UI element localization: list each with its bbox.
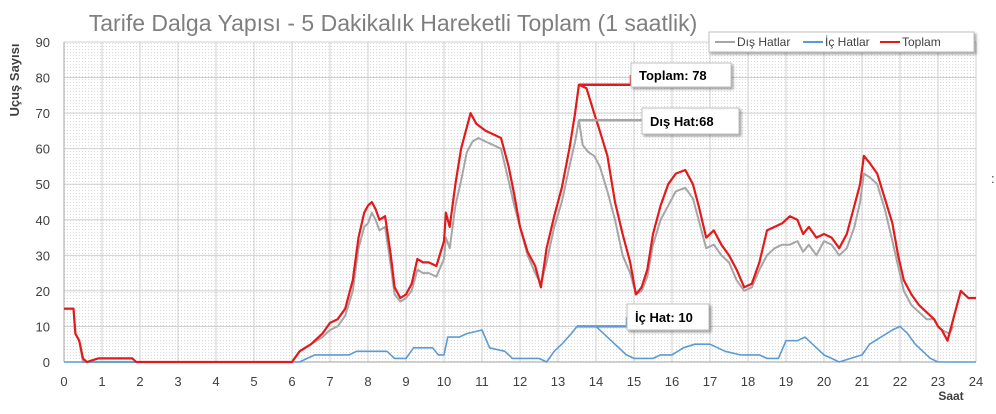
edge-marker: :	[991, 171, 995, 186]
annotation-label: İç Hat: 10	[635, 310, 693, 325]
y-tick-label: 0	[43, 355, 50, 370]
y-tick-label: 80	[36, 71, 50, 86]
x-tick-label: 2	[136, 374, 143, 389]
y-tick-label: 30	[36, 248, 50, 263]
x-tick-label: 16	[665, 374, 679, 389]
x-tick-label: 15	[627, 374, 641, 389]
x-tick-label: 9	[402, 374, 409, 389]
annotation-label: Toplam: 78	[639, 68, 707, 83]
y-tick-label: 60	[36, 142, 50, 157]
x-tick-label: 23	[931, 374, 945, 389]
x-tick-label: 3	[174, 374, 181, 389]
x-axis-label: Saat	[938, 389, 963, 403]
x-tick-label: 1	[98, 374, 105, 389]
x-tick-label: 18	[741, 374, 755, 389]
chart-title: Tarife Dalga Yapısı - 5 Dakikalık Hareke…	[89, 10, 697, 36]
series-layer	[64, 83, 976, 364]
y-tick-label: 20	[36, 284, 50, 299]
x-tick-label: 12	[513, 374, 527, 389]
y-tick-label: 50	[36, 177, 50, 192]
annotation-label: Dış Hat:68	[650, 114, 714, 129]
annotation-box	[641, 107, 740, 135]
y-axis-label: Uçuş Sayısı	[7, 44, 22, 117]
x-tick-label: 4	[212, 374, 219, 389]
annotation-box	[626, 303, 710, 331]
series-line-2	[64, 83, 976, 364]
legend-label: Dış Hatlar	[737, 35, 790, 49]
annotation-2: İç Hat: 10	[577, 303, 710, 331]
y-tick-labels: 0 10 20 30 40 50 60 70 80 90	[36, 35, 50, 370]
x-tick-label: 13	[551, 374, 565, 389]
annotation-leader	[578, 118, 644, 122]
y-tick-label: 10	[36, 319, 50, 334]
x-tick-labels: 0 1 2 3 4 5 6 7 8 9 10 11 12 13 14 15 16 17 18 19 20 21 22 23 24	[60, 374, 983, 389]
legend-label: Toplam	[902, 35, 941, 49]
x-tick-label: 19	[779, 374, 793, 389]
series-line-0	[64, 119, 955, 363]
annotation-box	[630, 62, 732, 88]
x-tick-label: 8	[364, 374, 371, 389]
annotations: Toplam: 78 Dış Hat:68 İç Hat: 10	[577, 62, 740, 331]
x-tick-label: 22	[893, 374, 907, 389]
legend: Dış Hatlar İç Hatlar Toplam	[708, 31, 975, 53]
legend-label: İç Hatlar	[825, 35, 870, 49]
y-tick-label: 40	[36, 213, 50, 228]
series-line-1	[64, 325, 976, 363]
x-tick-label: 6	[288, 374, 295, 389]
x-tick-label: 7	[326, 374, 333, 389]
annotation-0: Toplam: 78	[578, 62, 732, 88]
x-tick-label: 20	[817, 374, 831, 389]
x-tick-label: 10	[437, 374, 451, 389]
annotation-1: Dış Hat:68	[578, 107, 740, 135]
y-tick-label: 90	[36, 35, 50, 50]
x-tick-label: 0	[60, 374, 67, 389]
x-tick-label: 21	[855, 374, 869, 389]
x-tick-label: 5	[250, 374, 257, 389]
legend-box	[708, 31, 975, 53]
x-tick-label: 24	[969, 374, 983, 389]
x-tick-label: 17	[703, 374, 717, 389]
y-tick-label: 70	[36, 106, 50, 121]
x-tick-label: 14	[589, 374, 603, 389]
x-tick-label: 11	[475, 374, 489, 389]
